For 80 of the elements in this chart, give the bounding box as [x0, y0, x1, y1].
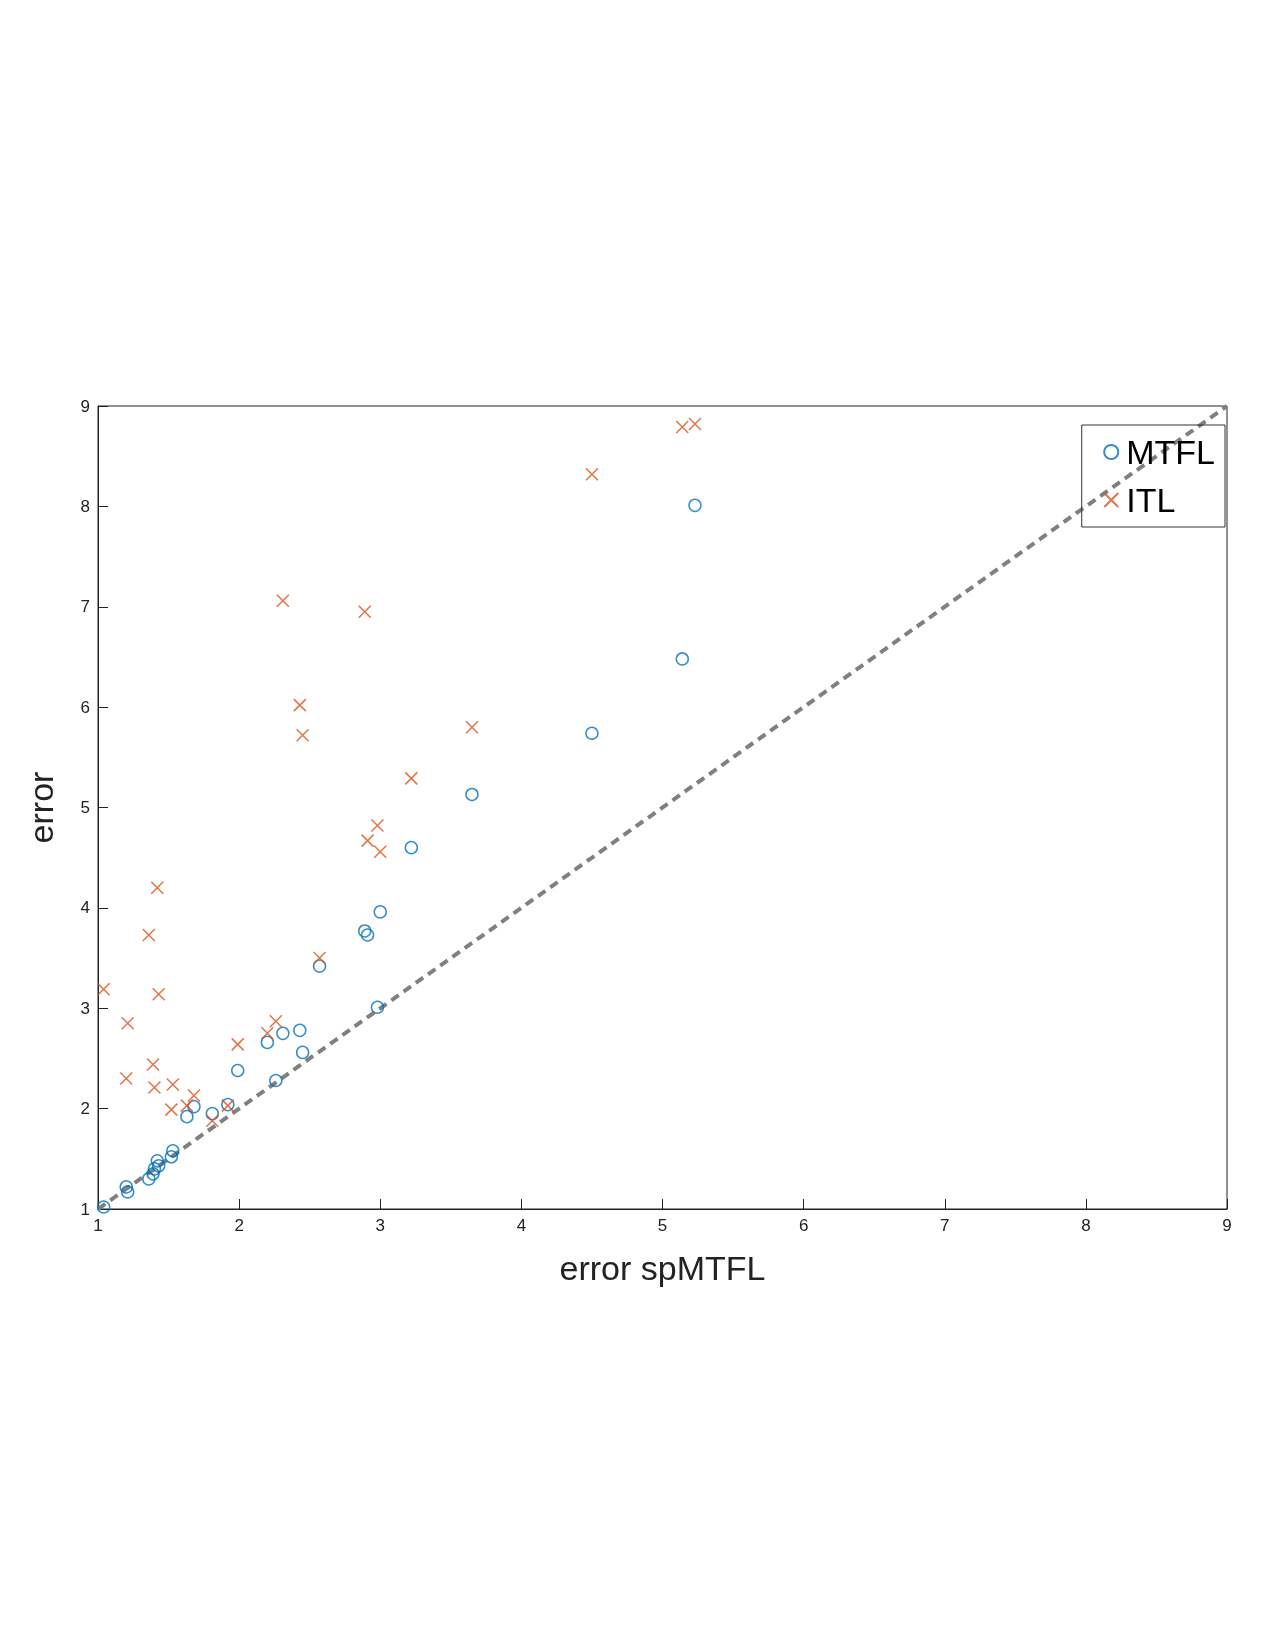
point: [205, 1113, 220, 1128]
point: [164, 1150, 179, 1164]
legend-label: MTFL: [1126, 433, 1216, 471]
point: [295, 728, 310, 742]
y-axis-title: error: [22, 771, 60, 844]
point: [166, 1077, 180, 1092]
point: [142, 928, 156, 942]
point: [404, 840, 419, 855]
point: [260, 1026, 275, 1041]
point: [465, 787, 479, 802]
point: [360, 928, 375, 942]
point: [230, 1037, 245, 1052]
y-tick-label: 2: [80, 1099, 90, 1119]
y-tick-label: 5: [80, 798, 90, 817]
y-tick-label: 6: [80, 697, 90, 717]
y-tick-label: 1: [80, 1199, 90, 1219]
point: [146, 1057, 160, 1072]
point: [166, 1144, 180, 1158]
y-tick-label: 3: [80, 998, 90, 1018]
point: [312, 951, 327, 965]
point: [688, 498, 702, 513]
point: [147, 1162, 162, 1176]
point: [373, 844, 387, 859]
point: [151, 1159, 166, 1173]
point: [585, 726, 599, 740]
x-tick-label: 3: [375, 1216, 385, 1235]
point: [142, 1172, 156, 1186]
point: [119, 1071, 133, 1086]
point: [360, 833, 375, 848]
point: [688, 417, 702, 431]
point: [465, 720, 479, 734]
point: [260, 1035, 275, 1050]
point: [370, 1000, 385, 1014]
point: [276, 1026, 290, 1041]
point: [295, 1045, 310, 1060]
x-tick-label: 9: [1222, 1216, 1232, 1235]
point: [187, 1088, 201, 1103]
legend-label: ITL: [1126, 481, 1176, 519]
point: [373, 905, 387, 919]
y-tick-label: 4: [80, 898, 90, 918]
x-tick-label: 4: [516, 1216, 527, 1235]
point: [180, 1098, 194, 1113]
point: [293, 1023, 307, 1038]
x-tick-label: 1: [93, 1216, 103, 1235]
x-tick-label: 8: [1081, 1216, 1091, 1235]
point: [357, 605, 372, 619]
point: [151, 987, 166, 1001]
y-tick-label: 8: [80, 496, 90, 516]
point: [180, 1109, 194, 1124]
point: [164, 1102, 179, 1117]
point: [312, 959, 327, 973]
y-tick-label: 9: [80, 396, 90, 416]
point: [96, 982, 111, 996]
point: [205, 1106, 220, 1121]
point: [675, 652, 690, 666]
point: [147, 1080, 162, 1095]
point: [119, 1180, 133, 1194]
x-axis-title: error spMTFL: [559, 1249, 766, 1287]
point: [150, 1154, 165, 1168]
x-tick-label: 6: [798, 1216, 809, 1235]
point: [150, 881, 165, 895]
point: [230, 1063, 245, 1078]
point: [585, 467, 599, 482]
point: [357, 924, 372, 938]
x-tick-label: 5: [657, 1216, 668, 1235]
point: [370, 818, 385, 833]
point: [404, 771, 419, 786]
point: [276, 593, 290, 608]
point: [146, 1167, 160, 1181]
point: [269, 1073, 283, 1088]
point: [293, 698, 307, 712]
point: [187, 1099, 201, 1114]
point: [120, 1016, 135, 1031]
point: [675, 420, 690, 434]
x-tick-label: 2: [234, 1216, 244, 1235]
point: [269, 1014, 283, 1029]
y-tick-label: 7: [80, 597, 90, 617]
point: [120, 1185, 135, 1199]
point: [96, 1200, 111, 1214]
x-tick-label: 7: [940, 1216, 950, 1235]
